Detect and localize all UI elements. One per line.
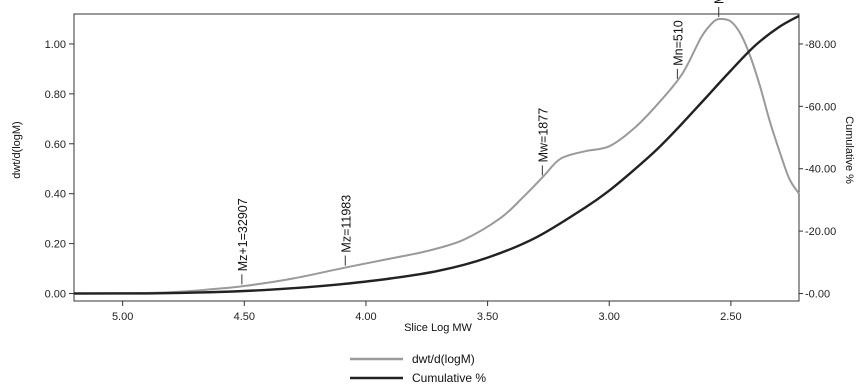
y2-tick-label: -0.00	[805, 289, 830, 301]
annotation-label: Mw=1877	[536, 108, 550, 163]
annotation-label: Mz=11983	[339, 195, 353, 253]
annotation-label: Mz+1=32907	[236, 198, 250, 271]
y-tick-label: 0.60	[45, 139, 66, 151]
y-tick-label: 0.80	[45, 89, 66, 101]
x-tick-label: 3.00	[599, 311, 620, 323]
plot-frame	[73, 13, 800, 302]
legend-label-cumulative: Cumulative %	[412, 371, 486, 385]
x-tick-label: 4.50	[234, 311, 255, 323]
y-tick-label: 0.20	[45, 239, 66, 251]
y-axis-title: dwt/d(logM)	[11, 121, 23, 178]
x-tick-label: 3.50	[477, 311, 498, 323]
x-axis: 5.00 4.50 4.00 3.50 3.00 2.50	[112, 301, 742, 323]
legend: dwt/d(logM) Cumulative %	[350, 352, 486, 385]
legend-label-dwt: dwt/d(logM)	[412, 352, 475, 366]
series-layer	[73, 14, 800, 295]
y-tick-label: 0.00	[45, 289, 66, 301]
y2-tick-label: -80.00	[805, 39, 836, 51]
plot-border	[73, 13, 800, 302]
x-tick-label: 4.00	[355, 311, 376, 323]
series-line-cumulative	[73, 14, 800, 295]
x-tick-label: 5.00	[112, 311, 133, 323]
peak-annotations: Mz+1=32907 Mz=11983 Mw=1877 Mn=510 MP=357	[236, 0, 727, 285]
y2-tick-label: -20.00	[805, 226, 836, 238]
series-line-dwt	[73, 17, 800, 295]
x-axis-title: Slice Log MW	[404, 322, 472, 334]
y-axis-left: 0.00 0.20 0.40 0.60 0.80 1.00	[45, 39, 74, 301]
annotation-label: Mn=510	[671, 20, 685, 66]
y2-tick-label: -60.00	[805, 101, 836, 113]
y-tick-label: 1.00	[45, 39, 66, 51]
x-tick-label: 2.50	[720, 311, 741, 323]
y2-tick-label: -40.00	[805, 164, 836, 176]
y-axis-right: -0.00 -20.00 -40.00 -60.00 -80.00	[799, 39, 836, 301]
y-tick-label: 0.40	[45, 189, 66, 201]
y2-axis-title: Cumulative %	[843, 116, 855, 184]
annotation-label: MP=357	[713, 0, 727, 4]
